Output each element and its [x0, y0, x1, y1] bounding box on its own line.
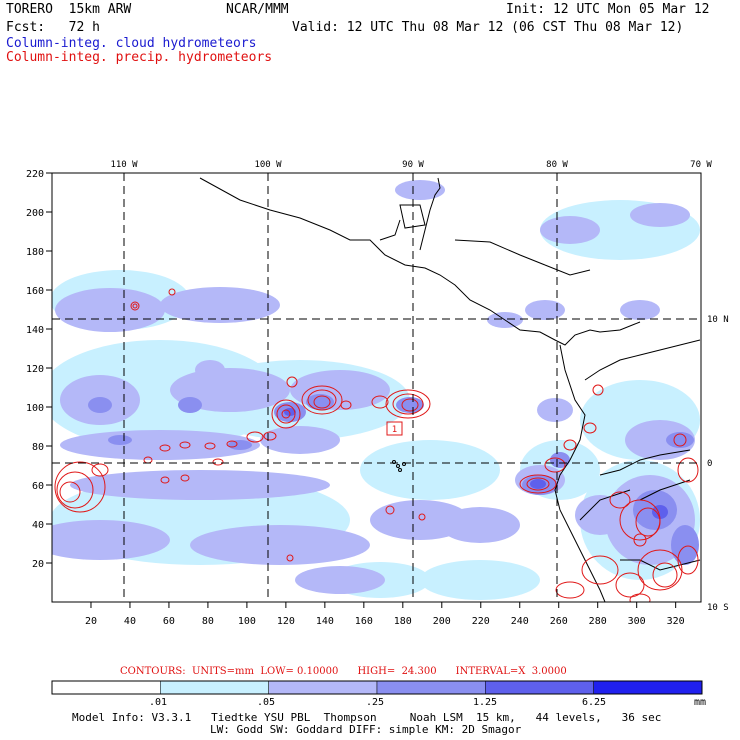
model-info: Model Info: V3.3.1 Tiedtke YSU PBL Thomp…: [72, 711, 662, 724]
x-tick-label: 300: [628, 616, 646, 627]
cloud-hydrometeor-field: [52, 180, 700, 600]
center-label: NCAR/MMM: [226, 2, 289, 17]
y-grid-ticks: 20 40 60 80 100 120 140 160 180 200 220: [26, 169, 52, 570]
contours-info: CONTOURS: UNITS=mm LOW= 0.10000 HIGH= 24…: [120, 666, 567, 677]
x-tick-label: 120: [277, 616, 295, 627]
longitude-labels: 110 W 100 W 90 W 80 W 70 W: [110, 160, 712, 170]
colorbar-label: 6.25: [581, 697, 607, 708]
lon-label: 90 W: [402, 160, 424, 170]
lat-label: 10 N: [707, 315, 729, 325]
lon-label: 80 W: [546, 160, 568, 170]
valid-time: Valid: 12 UTC Thu 08 Mar 12 (06 CST Thu …: [292, 20, 684, 35]
colorbar-cell: [593, 680, 703, 695]
colorbar-label: 1.25: [472, 697, 498, 708]
x-tick-label: 180: [394, 616, 412, 627]
colorbar-label: .25: [365, 697, 385, 708]
x-tick-label: 100: [238, 616, 256, 627]
colorbar-cell: [51, 680, 161, 695]
y-tick-label: 40: [32, 520, 44, 531]
precip-contours: [54, 288, 699, 602]
x-tick-label: 80: [202, 616, 214, 627]
x-tick-label: 220: [472, 616, 490, 627]
y-tick-label: 100: [26, 403, 44, 414]
physics-info: LW: Godd SW: Goddard DIFF: simple KM: 2D…: [210, 723, 522, 736]
x-tick-label: 160: [355, 616, 373, 627]
lat-label: 0: [707, 459, 712, 469]
x-tick-label: 240: [511, 616, 529, 627]
y-tick-label: 180: [26, 247, 44, 258]
x-tick-label: 280: [589, 616, 607, 627]
x-tick-label: 60: [163, 616, 175, 627]
forecast-hour: Fcst: 72 h: [6, 20, 100, 35]
colorbar-label: .05: [256, 697, 276, 708]
y-tick-label: 60: [32, 481, 44, 492]
lat-label: 10 S: [707, 603, 729, 613]
colorbar-cell: [485, 680, 594, 695]
station-marker-box: [386, 421, 403, 436]
init-time: Init: 12 UTC Mon 05 Mar 12: [506, 2, 710, 17]
x-tick-label: 40: [124, 616, 136, 627]
cloud-field-title: Column-integ. cloud hydrometeors: [6, 36, 257, 51]
colorbar-cell: [160, 680, 269, 695]
latitude-labels: 10 N 0 10 S: [707, 315, 729, 613]
y-tick-label: 80: [32, 442, 44, 453]
colorbar-cell: [268, 680, 378, 695]
coastline: [199, 177, 701, 602]
y-tick-label: 200: [26, 208, 44, 219]
x-tick-label: 20: [85, 616, 97, 627]
colorbar-cell: [376, 680, 486, 695]
x-tick-label: 140: [316, 616, 334, 627]
map-frame: [51, 172, 702, 603]
y-tick-label: 220: [26, 169, 44, 180]
lon-label: 70 W: [690, 160, 712, 170]
y-tick-label: 20: [32, 559, 44, 570]
lon-label: 100 W: [254, 160, 282, 170]
x-grid-ticks: 20 40 60 80 100 120 140 160 180 200 220 240 260 280 30…: [85, 602, 685, 627]
lon-label: 110 W: [110, 160, 138, 170]
lat-lon-grid: [52, 173, 701, 602]
colorbar: [51, 680, 703, 695]
colorbar-unit: mm: [693, 697, 707, 708]
model-label: TORERO 15km ARW: [6, 2, 132, 17]
x-tick-label: 320: [667, 616, 685, 627]
precip-field-title: Column-integ. precip. hydrometeors: [6, 50, 273, 65]
x-tick-label: 200: [433, 616, 451, 627]
y-tick-label: 160: [26, 286, 44, 297]
y-tick-label: 140: [26, 325, 44, 336]
colorbar-label: .01: [148, 697, 168, 708]
x-tick-label: 260: [550, 616, 568, 627]
station-marker-label: 1: [392, 425, 397, 435]
y-tick-label: 120: [26, 364, 44, 375]
